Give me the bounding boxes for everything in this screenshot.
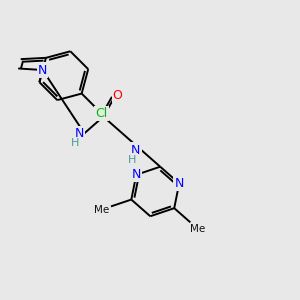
Text: Me: Me bbox=[94, 205, 109, 215]
Text: H: H bbox=[128, 154, 136, 164]
Text: Cl: Cl bbox=[95, 107, 107, 120]
Text: N: N bbox=[175, 177, 184, 190]
Text: N: N bbox=[38, 64, 47, 76]
Text: H: H bbox=[71, 138, 80, 148]
Text: N: N bbox=[74, 127, 84, 140]
Text: Me: Me bbox=[190, 224, 206, 234]
Text: N: N bbox=[131, 143, 141, 157]
Text: N: N bbox=[132, 168, 141, 181]
Text: O: O bbox=[113, 88, 122, 101]
